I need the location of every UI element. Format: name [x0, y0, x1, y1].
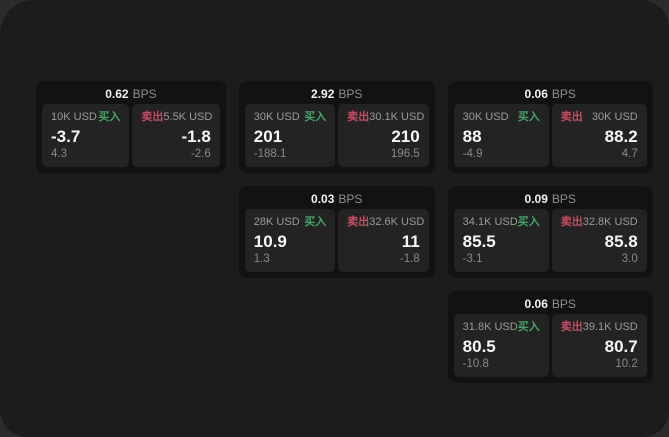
sell-delta: -1.8	[399, 253, 420, 265]
sell-price: -1.8	[181, 127, 211, 146]
bps-unit-label: BPS	[551, 192, 576, 206]
buy-tag: 买入	[517, 321, 540, 333]
buy-price: 85.5	[462, 232, 496, 251]
sell-amount: 32.8K USD	[582, 216, 638, 228]
buy-delta: -4.9	[462, 148, 483, 160]
sell-panel[interactable]: 卖出 32.8K USD 85.8 3.0	[551, 209, 647, 272]
bps-unit-label: BPS	[338, 192, 363, 206]
sell-amount: 30.1K USD	[369, 111, 425, 123]
sell-panel[interactable]: 卖出 30.1K USD 210 196.5	[338, 104, 429, 167]
sell-panel[interactable]: 卖出 5.5K USD -1.8 -2.6	[132, 104, 220, 167]
sell-amount: 5.5K USD	[163, 111, 213, 123]
buy-delta: -3.1	[462, 253, 483, 265]
card-header: 2.92 BPS	[245, 85, 429, 104]
buy-price: 201	[253, 127, 283, 146]
sell-delta: 196.5	[390, 148, 420, 160]
bps-value: 0.62	[105, 87, 129, 101]
buy-delta: -188.1	[253, 148, 287, 160]
quote-card[interactable]: 0.06 BPS 31.8K USD 买入 80.5 -10.8 卖出 39.1K…	[447, 291, 653, 383]
sell-delta: -2.6	[190, 148, 211, 160]
card-header: 0.06 BPS	[454, 85, 647, 104]
quote-card[interactable]: 2.92 BPS 30K USD 买入 201 -188.1 卖出 30.1K U…	[238, 81, 435, 173]
bps-value: 2.92	[311, 87, 335, 101]
card-header: 0.06 BPS	[454, 295, 647, 314]
quote-card[interactable]: 0.62 BPS 10K USD 买入 -3.7 4.3 卖出 5.5K USD	[36, 81, 226, 173]
buy-delta: 4.3	[51, 148, 67, 160]
sell-tag: 卖出	[347, 216, 370, 228]
sell-tag: 卖出	[560, 216, 583, 228]
bps-value: 0.06	[524, 87, 548, 101]
buy-panel[interactable]: 10K USD 买入 -3.7 4.3	[42, 104, 130, 167]
sell-price: 88.2	[604, 127, 638, 146]
quote-card[interactable]: 0.03 BPS 28K USD 买入 10.9 1.3 卖出 32.6K USD	[238, 186, 435, 278]
card-header: 0.03 BPS	[245, 190, 429, 209]
bps-unit-label: BPS	[551, 297, 576, 311]
buy-panel[interactable]: 34.1K USD 买入 85.5 -3.1	[453, 209, 549, 272]
sell-amount: 30K USD	[591, 111, 638, 123]
bps-unit-label: BPS	[338, 87, 363, 101]
sell-amount: 39.1K USD	[582, 321, 638, 333]
buy-tag: 买入	[304, 111, 327, 123]
buy-delta: 1.3	[253, 253, 270, 265]
buy-panel[interactable]: 30K USD 买入 88 -4.9	[453, 104, 549, 167]
buy-panel[interactable]: 28K USD 买入 10.9 1.3	[244, 209, 336, 272]
buy-amount: 34.1K USD	[462, 216, 518, 228]
sell-panel[interactable]: 卖出 32.6K USD 11 -1.8	[338, 209, 429, 272]
buy-amount: 28K USD	[253, 216, 300, 228]
sell-delta: 4.7	[621, 148, 638, 160]
sell-price: 85.8	[604, 232, 638, 251]
bps-unit-label: BPS	[551, 87, 576, 101]
buy-amount: 10K USD	[51, 111, 97, 123]
sell-tag: 卖出	[141, 111, 164, 123]
quote-card[interactable]: 0.09 BPS 34.1K USD 买入 85.5 -3.1 卖出 32.8K …	[447, 186, 653, 278]
sell-price: 80.7	[604, 337, 638, 356]
sell-tag: 卖出	[347, 111, 370, 123]
buy-price: 80.5	[462, 337, 496, 356]
buy-delta: -10.8	[462, 358, 489, 370]
sell-amount: 32.6K USD	[369, 216, 425, 228]
buy-price: 88	[462, 127, 482, 146]
sell-panel[interactable]: 卖出 30K USD 88.2 4.7	[551, 104, 647, 167]
bps-value: 0.06	[524, 297, 548, 311]
buy-price: -3.7	[51, 127, 81, 146]
bps-unit-label: BPS	[132, 87, 157, 101]
buy-price: 10.9	[253, 232, 287, 251]
sell-tag: 卖出	[560, 321, 583, 333]
sell-price: 210	[391, 127, 420, 146]
card-header: 0.09 BPS	[454, 190, 647, 209]
buy-amount: 30K USD	[462, 111, 509, 123]
bps-value: 0.03	[311, 192, 335, 206]
sell-delta: 3.0	[621, 253, 638, 265]
quote-card[interactable]: 0.06 BPS 30K USD 买入 88 -4.9 卖出 30K USD	[447, 81, 653, 173]
bps-value: 0.09	[524, 192, 548, 206]
buy-panel[interactable]: 30K USD 买入 201 -188.1	[244, 104, 336, 167]
buy-amount: 30K USD	[253, 111, 300, 123]
buy-panel[interactable]: 31.8K USD 买入 80.5 -10.8	[453, 314, 549, 377]
quote-cards-grid: 0.62 BPS 10K USD 买入 -3.7 4.3 卖出 5.5K USD	[36, 81, 653, 383]
buy-amount: 31.8K USD	[462, 321, 518, 333]
buy-tag: 买入	[517, 111, 540, 123]
card-header: 0.62 BPS	[42, 85, 220, 104]
buy-tag: 买入	[98, 111, 121, 123]
sell-delta: 10.2	[615, 358, 638, 370]
buy-tag: 买入	[304, 216, 327, 228]
sell-tag: 卖出	[560, 111, 583, 123]
buy-tag: 买入	[517, 216, 540, 228]
sell-panel[interactable]: 卖出 39.1K USD 80.7 10.2	[551, 314, 647, 377]
sell-price: 11	[401, 232, 420, 251]
